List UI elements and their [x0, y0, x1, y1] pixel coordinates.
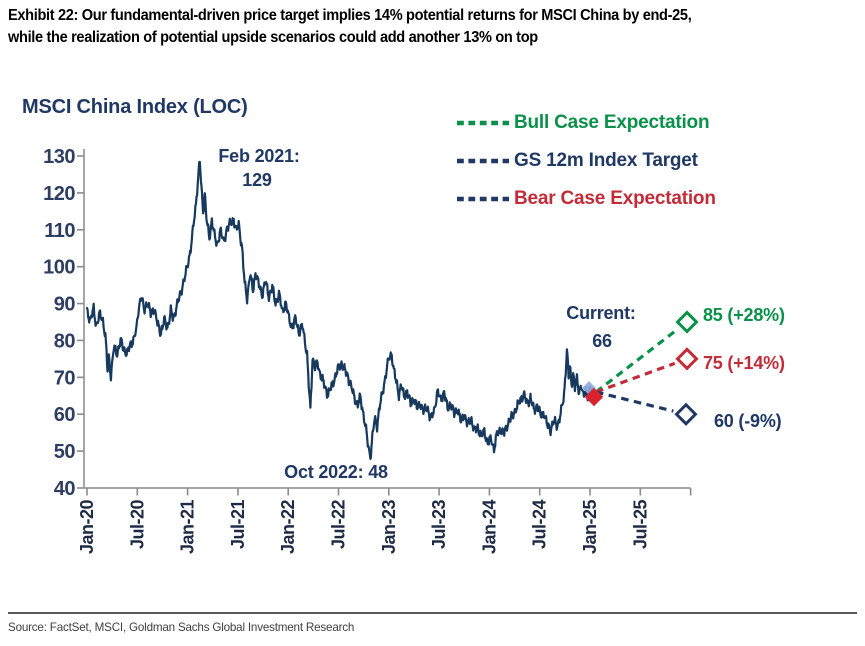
- trough-annotation: Oct 2022: 48: [284, 462, 388, 482]
- legend-item-bull: Bull Case Expectation: [455, 111, 710, 135]
- x-axis-label: Jul-20: [127, 500, 147, 550]
- bear-dash-icon: [457, 196, 509, 202]
- x-axis-label: Jan-20: [77, 500, 97, 555]
- source-note: Source: FactSet, MSCI, Goldman Sachs Glo…: [8, 620, 355, 634]
- y-axis-label: 90: [54, 294, 76, 316]
- x-axis-label: Jul-21: [228, 500, 248, 550]
- y-axis-label: 130: [43, 146, 75, 168]
- legend-label-bull: Bull Case Expectation: [514, 112, 710, 133]
- bull-case-expectation-line: [595, 328, 678, 394]
- chart-title: MSCI China Index (LOC): [22, 96, 248, 118]
- x-axis-label: Jan-25: [580, 500, 600, 555]
- gs-target-dash-icon: [457, 158, 509, 164]
- price-line: [85, 160, 595, 460]
- peak-annotation-value: 129: [242, 170, 272, 190]
- y-axis-label: 70: [54, 367, 76, 389]
- axes: Jan-20 Jul-20 Jan-21 Jul-21 Jan-22 Jul-22 Jan-…: [43, 146, 692, 555]
- x-axis-label: Jul-23: [429, 500, 449, 550]
- price-line-group: [85, 160, 595, 460]
- y-axis-label: 60: [54, 404, 76, 426]
- legend-item-bear: Bear Case Expectation: [455, 187, 716, 211]
- projection-label: 60 (-9%): [714, 411, 782, 431]
- y-axis-label: 100: [43, 257, 75, 279]
- current-annotation-label: Current:: [566, 303, 635, 323]
- y-axis-label: 120: [43, 183, 75, 205]
- x-axis-label: Jul-25: [630, 500, 650, 550]
- annotations: Feb 2021: 129 Oct 2022: 48 Current: 66: [218, 146, 636, 482]
- exhibit-title-line1: Exhibit 22: Our fundamental-driven price…: [8, 7, 692, 24]
- projection-label: 85 (+28%): [703, 305, 785, 325]
- legend-item-gs-target: GS 12m Index Target: [455, 149, 698, 173]
- exhibit-title-line2: while the realization of potential upsid…: [8, 29, 538, 46]
- x-axis-label: Jan-23: [379, 500, 399, 555]
- footer-divider: [8, 612, 857, 614]
- y-axis-label: 50: [54, 441, 76, 463]
- x-axis-label: Jan-24: [479, 500, 499, 555]
- bear-case-expectation-diamond-icon: [674, 402, 698, 426]
- y-axis-label: 110: [44, 220, 75, 242]
- current-annotation-value: 66: [592, 331, 612, 351]
- current-point-diamond-icon: [584, 387, 604, 407]
- legend-label-gs-target: GS 12m Index Target: [514, 150, 698, 171]
- gs-12m-index-target-diamond-icon: [675, 347, 699, 371]
- y-axis-label: 80: [54, 330, 76, 352]
- bull-dash-icon: [457, 120, 509, 126]
- legend-label-bear: Bear Case Expectation: [514, 188, 716, 209]
- x-axis-label: Jul-22: [328, 500, 348, 550]
- peak-annotation-line1: Feb 2021:: [218, 146, 299, 166]
- bear-case-expectation-line: [595, 390, 674, 413]
- projection-label: 75 (+14%): [703, 353, 785, 373]
- y-axis-label: 40: [54, 478, 76, 500]
- exhibit-title: Exhibit 22: Our fundamental-driven price…: [8, 5, 735, 49]
- bull-case-expectation-diamond-icon: [675, 310, 699, 334]
- x-axis-label: Jan-21: [178, 500, 198, 555]
- projection-group: 85 (+28%) 75 (+14%) 60 (-9%): [582, 305, 785, 431]
- gs-12m-index-target-line: [595, 361, 676, 394]
- x-axis-label: Jan-22: [278, 500, 298, 555]
- x-axis-label: Jul-24: [530, 500, 550, 550]
